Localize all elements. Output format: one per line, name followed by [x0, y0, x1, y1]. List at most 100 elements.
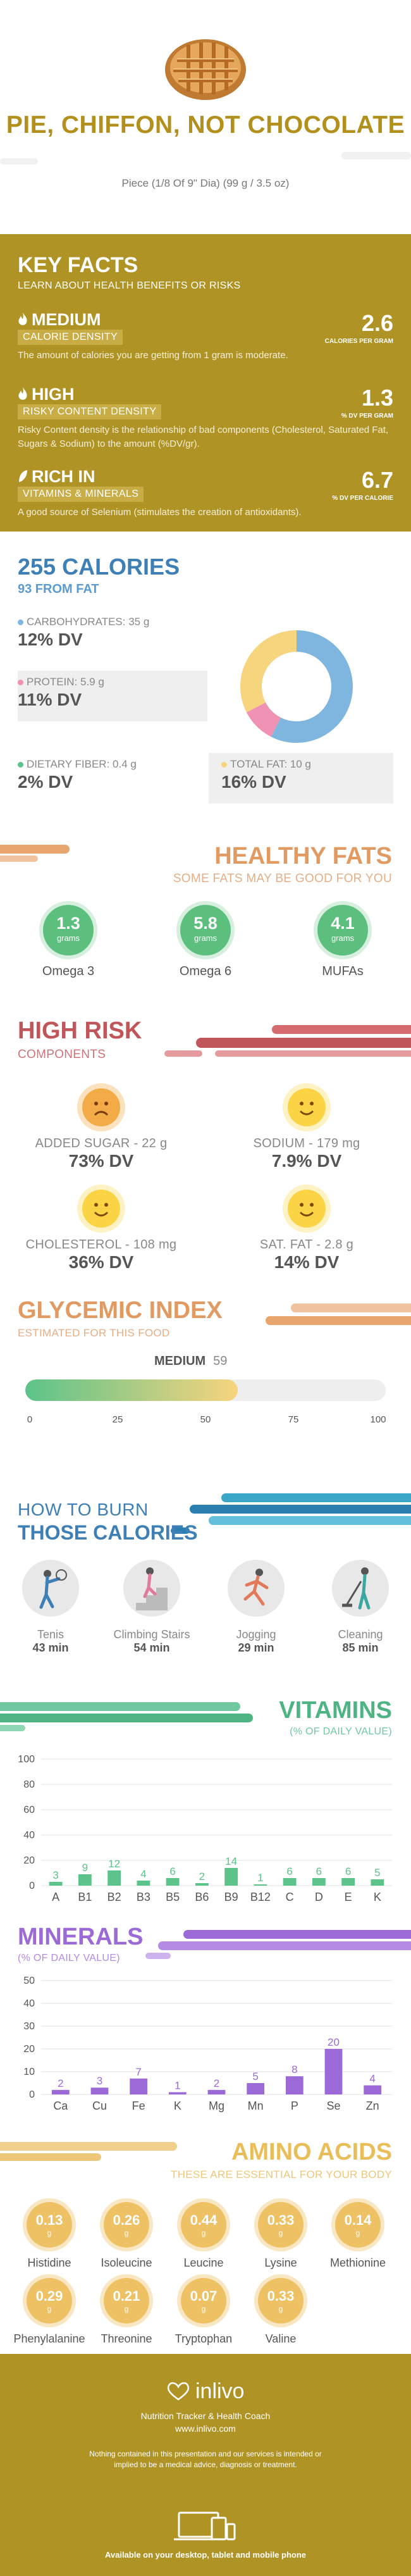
- bar-mg: [207, 2089, 226, 2094]
- activity-minutes: 29 min: [238, 1641, 274, 1654]
- glycemic-tick: 0: [27, 1414, 33, 1425]
- fact-level: HIGH: [32, 385, 75, 404]
- bar-value-label: 14: [225, 1855, 237, 1867]
- nutrient-label: PROTEIN: 5.9 g: [27, 676, 104, 688]
- risk-added-sugar: ADDED SUGAR - 22 g 73% DV: [19, 1088, 183, 1171]
- bar-e: [341, 1878, 355, 1886]
- fat-unit: grams: [331, 933, 355, 943]
- y-tick-label: 40: [23, 1998, 35, 2009]
- calories-title: 255 CALORIES: [18, 554, 180, 580]
- activity-minutes: 85 min: [342, 1641, 379, 1654]
- nutrient-dv: 2% DV: [18, 772, 73, 792]
- amino-histidine: 0.13 g Histidine: [11, 2202, 87, 2270]
- fat-value: 5.8: [193, 914, 218, 933]
- footer: inlivo Nutrition Tracker & Health Coach …: [0, 2354, 411, 2576]
- amino-name: Histidine: [27, 2256, 71, 2269]
- activity-minutes: 43 min: [32, 1641, 69, 1654]
- activity-minutes: 54 min: [133, 1641, 170, 1654]
- category-label: C: [286, 1891, 294, 1903]
- fat-unit: grams: [193, 933, 218, 943]
- glycemic-tick: 75: [288, 1414, 299, 1425]
- category-label: Mn: [248, 2100, 264, 2112]
- y-tick-label: 0: [29, 1881, 35, 1891]
- risk-dv: 36% DV: [68, 1252, 134, 1272]
- category-label: K: [374, 1891, 381, 1903]
- glycemic-value: 59: [213, 1354, 228, 1368]
- healthy-fats-section: HEALTHY FATS SOME FATS MAY BE GOOD FOR Y…: [0, 829, 411, 1006]
- cleaning-icon: [332, 1560, 389, 1617]
- y-tick-label: 10: [23, 2067, 35, 2077]
- activity-name: Tenis: [37, 1628, 64, 1641]
- nutrient-label: DIETARY FIBER: 0.4 g: [27, 758, 137, 770]
- y-tick-label: 20: [23, 1855, 35, 1866]
- amino-circle: 0.26 g: [104, 2202, 149, 2248]
- bar-value-label: 1: [175, 2079, 180, 2091]
- amino-value: 0.26: [113, 2212, 140, 2228]
- amino-unit: g: [47, 2305, 52, 2313]
- amino-leucine: 0.44 g Leucine: [166, 2202, 242, 2270]
- y-tick-label: 60: [23, 1805, 35, 1815]
- devices-icon: [174, 2511, 236, 2541]
- food-title: PIE, CHIFFON, NOT CHOCOLATE: [6, 111, 405, 139]
- nutrient-dv: 16% DV: [221, 772, 286, 792]
- glycemic-tick: 50: [200, 1414, 211, 1425]
- fiber-dot-icon: [18, 762, 23, 768]
- header: PIE, CHIFFON, NOT CHOCOLATE Piece (1/8 O…: [0, 0, 411, 234]
- fat-omega6: 5.8 grams Omega 6: [158, 905, 253, 979]
- nutrient-label: CARBOHYDRATES: 35 g: [27, 616, 150, 628]
- category-label: D: [315, 1891, 323, 1903]
- bar-value-label: 20: [328, 2036, 340, 2048]
- y-tick-label: 50: [23, 1976, 35, 1986]
- category-label: K: [174, 2100, 181, 2112]
- amino-lysine: 0.33 g Lysine: [243, 2202, 319, 2270]
- amino-unit: g: [47, 2229, 52, 2237]
- bar-value-label: 3: [97, 2075, 102, 2087]
- amino-name: Threonine: [101, 2332, 152, 2345]
- fat-name: MUFAs: [322, 964, 364, 978]
- risk-label: SAT. FAT - 2.8 g: [259, 1238, 354, 1252]
- fat-dot-icon: [221, 762, 227, 768]
- activity-cleaning: Cleaning 85 min: [316, 1560, 405, 1655]
- bar-b9: [224, 1868, 238, 1886]
- category-label: Fe: [132, 2100, 145, 2112]
- activity-name: Climbing Stairs: [113, 1628, 190, 1641]
- risk-label: SODIUM - 179 mg: [253, 1136, 360, 1150]
- activity-climbing-stairs: Climbing Stairs 54 min: [107, 1560, 196, 1655]
- minerals-title: MINERALS: [18, 1924, 144, 1950]
- donut-fat-slice: [240, 630, 353, 743]
- y-tick-label: 40: [23, 1830, 35, 1841]
- bar-value-label: 6: [286, 1865, 292, 1877]
- fact-band: VITAMINS & MINERALS: [18, 487, 144, 502]
- category-label: A: [52, 1891, 59, 1903]
- amino-value: 0.44: [190, 2212, 218, 2228]
- footer-url[interactable]: www.inlivo.com: [175, 2424, 236, 2434]
- bar-value-label: 3: [52, 1869, 58, 1881]
- bar-value-label: 8: [291, 2063, 297, 2075]
- bar-ca: [51, 2089, 70, 2094]
- amino-decor: [0, 2142, 177, 2161]
- category-label: B5: [166, 1891, 180, 1903]
- risk-dv: 14% DV: [274, 1252, 340, 1272]
- amino-unit: g: [201, 2305, 206, 2313]
- bar-a: [49, 1882, 63, 1886]
- amino-value: 0.33: [267, 2288, 295, 2304]
- leaf-icon: [19, 470, 27, 482]
- fat-name: Omega 6: [179, 964, 232, 978]
- calories-from-fat: 93 FROM FAT: [18, 582, 99, 596]
- amino-name: Tryptophan: [175, 2332, 233, 2345]
- fact-risky-content: HIGH RISKY CONTENT DENSITY 1.3 % DV PER …: [18, 385, 393, 451]
- activity-jogging: Jogging 29 min: [212, 1560, 300, 1655]
- amino-name: Phenylalanine: [13, 2332, 85, 2345]
- bar-value-label: 12: [108, 1858, 120, 1870]
- header-decor: [0, 152, 411, 165]
- footer-disclaimer: Nothing contained in this presentation a…: [89, 2449, 322, 2469]
- bar-value-label: 9: [82, 1862, 88, 1874]
- amino-circle: 0.33 g: [258, 2202, 304, 2248]
- stairs-icon: [123, 1560, 180, 1617]
- bar-d: [312, 1878, 326, 1886]
- glycemic-level-label: MEDIUM: [154, 1354, 206, 1368]
- fat-name: Omega 3: [42, 964, 95, 978]
- vitamins-title: VITAMINS: [279, 1697, 392, 1724]
- category-label: Se: [326, 2100, 340, 2112]
- key-facts-section: KEY FACTS LEARN ABOUT HEALTH BENEFITS OR…: [0, 234, 411, 532]
